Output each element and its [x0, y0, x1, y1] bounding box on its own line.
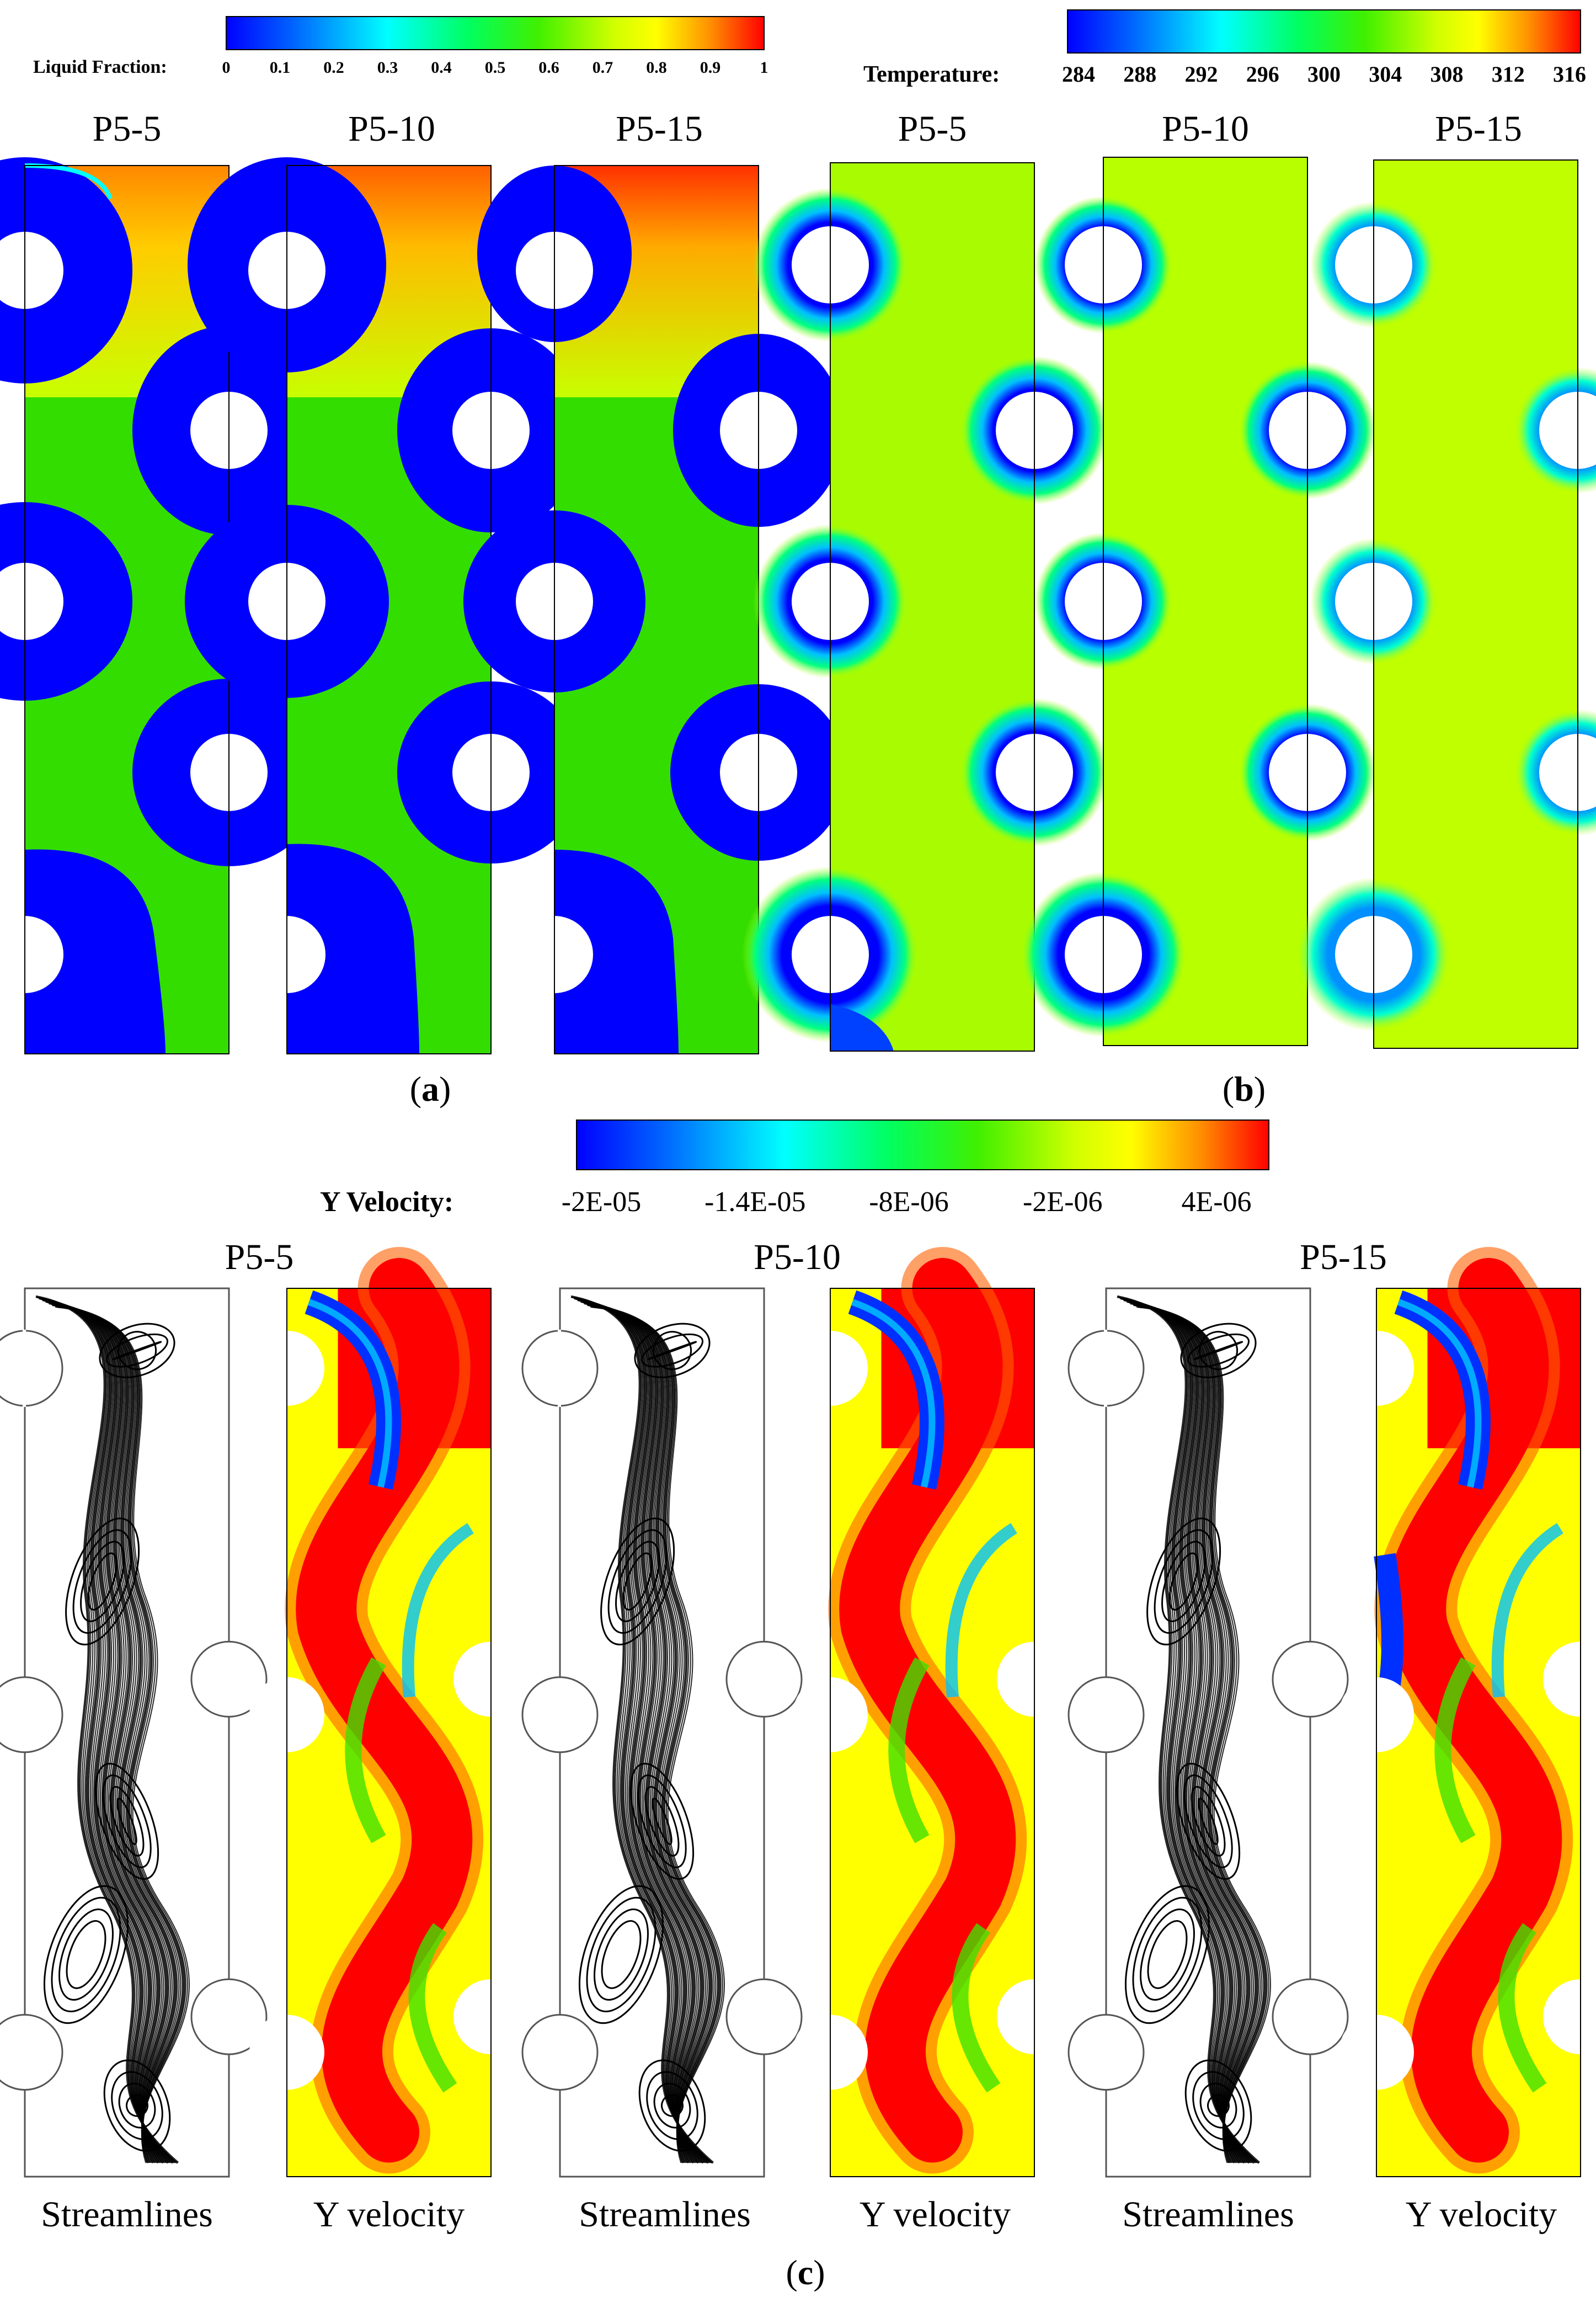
y-velocity-tick-2: -8E-06: [869, 1186, 948, 1218]
y-velocity-tick-0: -2E-05: [562, 1186, 641, 1218]
temperature-tick-2: 292: [1185, 62, 1218, 87]
case-label-a-3: P5-15: [616, 109, 703, 149]
y-velocity-colorbar-title: Y Velocity:: [320, 1186, 453, 1218]
panel-a-label: (a): [410, 1069, 451, 1108]
temperature-contour-p5-5: [742, 162, 1109, 1052]
case-label-b-2: P5-10: [1162, 109, 1249, 149]
temperature-tick-4: 300: [1307, 62, 1341, 87]
y-velocity-colorbar: [576, 1119, 1269, 1170]
liquid-fraction-tick-8: 0.8: [646, 58, 667, 77]
temperature-contour-p5-10: [1021, 157, 1376, 1046]
column-label-5: Streamlines: [1122, 2194, 1294, 2235]
liquid-fraction-tick-4: 0.4: [431, 58, 452, 77]
column-label-2: Y velocity: [313, 2194, 465, 2235]
streamlines-p5-5: [0, 1287, 268, 2178]
liquid-fraction-tick-1: 0.1: [270, 58, 291, 77]
panel-b-label: (b): [1223, 1069, 1266, 1108]
temperature-tick-labels: 284 288 292 296 300 304 308 312 316: [1062, 62, 1586, 87]
column-label-6: Y velocity: [1406, 2194, 1557, 2235]
liquid-fraction-tick-5: 0.5: [485, 58, 506, 77]
streamline-plots: [0, 1287, 1349, 2178]
liquid-fraction-contour-p5-15: [463, 165, 847, 1054]
temperature-tick-6: 308: [1430, 62, 1464, 87]
liquid-fraction-colorbar: [226, 16, 765, 50]
y-velocity-tick-1: -1.4E-05: [704, 1186, 805, 1218]
temperature-tick-3: 296: [1246, 62, 1279, 87]
temperature-colorbar-title: Temperature:: [863, 62, 1000, 87]
y-velocity-plots: [249, 1247, 1596, 2177]
case-label-c-2: P5-10: [754, 1237, 841, 1277]
liquid-fraction-tick-3: 0.3: [377, 58, 398, 77]
liquid-fraction-contour-p5-5: [0, 157, 325, 1054]
column-label-1: Streamlines: [41, 2194, 213, 2235]
liquid-fraction-tick-labels: 0 0.1 0.2 0.3 0.4 0.5 0.6 0.7 0.8 0.9 1: [222, 58, 768, 77]
panel-c-label: (c): [786, 2253, 825, 2292]
liquid-fraction-tick-0: 0: [222, 58, 231, 77]
y-velocity-p5-5: [249, 1247, 529, 2177]
temperature-tick-5: 304: [1369, 62, 1402, 87]
case-label-c-3: P5-15: [1300, 1237, 1387, 1277]
liquid-fraction-tick-9: 0.9: [700, 58, 721, 77]
case-label-c-1: P5-5: [225, 1237, 294, 1277]
y-velocity-p5-10: [793, 1247, 1072, 2177]
case-label-a-2: P5-10: [348, 109, 435, 149]
y-velocity-p5-15: [1339, 1247, 1596, 2177]
case-label-b-1: P5-5: [898, 109, 967, 149]
y-velocity-tick-4: 4E-06: [1181, 1186, 1251, 1218]
panel-c: Y Velocity: -2E-05 -1.4E-05 -8E-06 -2E-06 4E…: [0, 1119, 1596, 2292]
temperature-tick-1: 288: [1123, 62, 1156, 87]
liquid-fraction-colorbar-title: Liquid Fraction:: [33, 57, 167, 77]
temperature-tick-8: 316: [1553, 62, 1586, 87]
liquid-fraction-tick-10: 1: [760, 58, 768, 77]
y-velocity-tick-3: -2E-06: [1023, 1186, 1102, 1218]
case-label-a-1: P5-5: [93, 109, 162, 149]
y-velocity-tick-labels: -2E-05 -1.4E-05 -8E-06 -2E-06 4E-06: [562, 1186, 1252, 1218]
column-label-3: Streamlines: [579, 2194, 751, 2235]
column-label-4: Y velocity: [860, 2194, 1011, 2235]
liquid-fraction-contour-p5-10: [185, 157, 585, 1054]
temperature-colorbar: [1067, 9, 1581, 54]
liquid-fraction-tick-2: 0.2: [323, 58, 344, 77]
streamlines-p5-15: [1067, 1287, 1349, 2178]
panel-a: Liquid Fraction: 0 0.1 0.2 0.3 0.4 0.5 0.6 0.7 0…: [0, 16, 847, 1108]
liquid-fraction-tick-6: 0.6: [538, 58, 559, 77]
streamlines-p5-10: [521, 1287, 803, 2178]
temperature-tick-7: 312: [1492, 62, 1525, 87]
panel-b: Temperature: 284 288 292 296 300 304 308 312 316…: [742, 9, 1596, 1108]
case-label-b-3: P5-15: [1435, 109, 1522, 149]
temperature-contour-p5-15: [1296, 159, 1596, 1049]
temperature-tick-0: 284: [1062, 62, 1095, 87]
liquid-fraction-tick-7: 0.7: [593, 58, 613, 77]
